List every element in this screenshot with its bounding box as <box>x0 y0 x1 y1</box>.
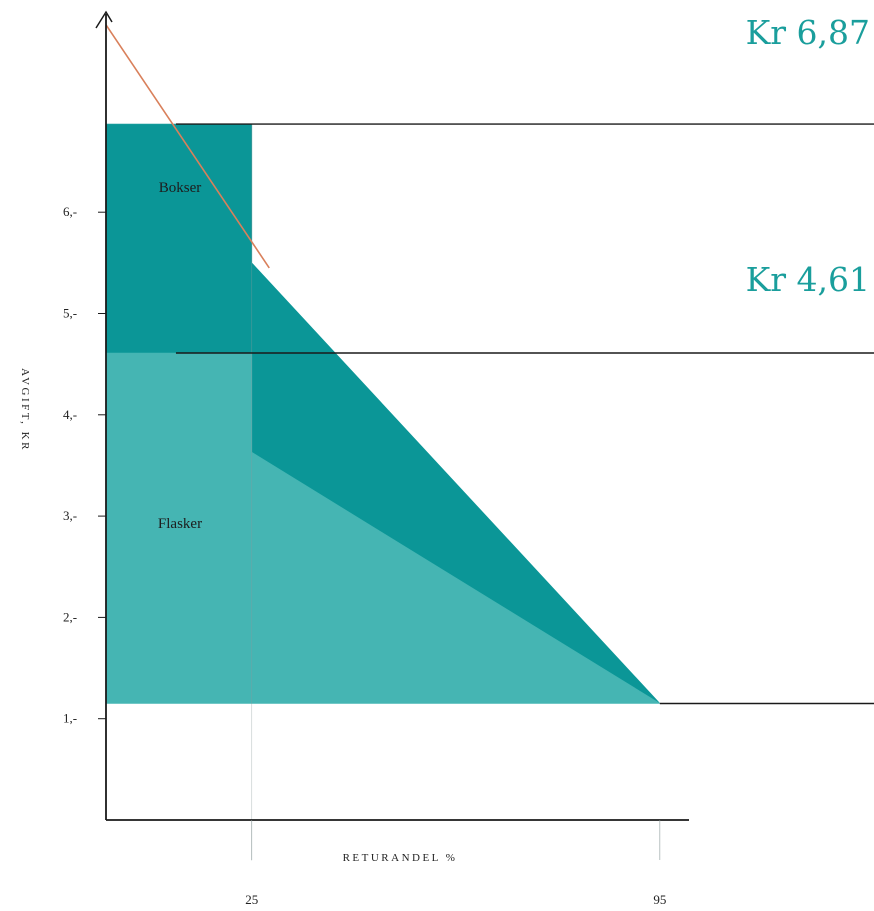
y-tick-label-5: 6,- <box>63 204 77 219</box>
price-label-low: Kr 4,61 <box>746 260 870 299</box>
trend-line <box>105 24 270 269</box>
series-label-flasker: Flasker <box>158 516 202 532</box>
y-tick-label-2: 3,- <box>63 508 77 523</box>
y-axis-title: AVGIFT, KR <box>19 368 31 452</box>
y-tick-label-1: 2,- <box>63 609 77 624</box>
y-tick-label-4: 5,- <box>63 306 77 321</box>
x-tick-label-0: 25 <box>245 892 258 907</box>
y-tick-label-0: 1,- <box>63 711 77 726</box>
x-axis-title: RETURANDEL % <box>343 852 458 864</box>
series-label-bokser: Bokser <box>159 180 202 196</box>
y-axis-arrow <box>95 10 113 29</box>
y-tick-label-3: 4,- <box>63 407 77 422</box>
price-label-high: Kr 6,87 <box>746 13 870 52</box>
x-tick-label-1: 95 <box>653 892 666 907</box>
